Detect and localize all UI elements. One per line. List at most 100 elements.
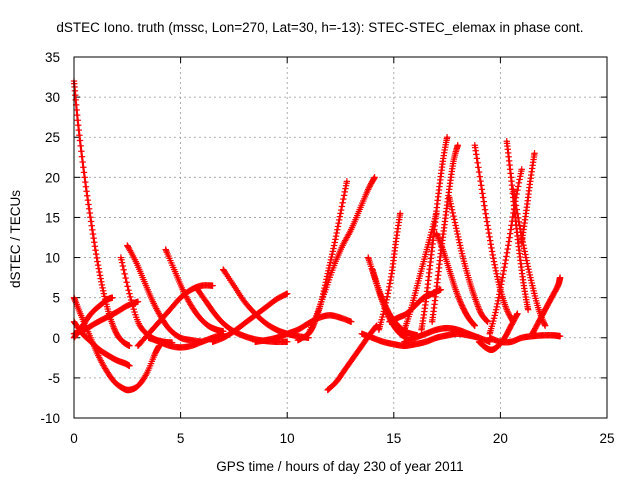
data-point xyxy=(483,214,490,221)
data-point xyxy=(80,169,88,176)
data-point xyxy=(478,182,485,189)
data-point xyxy=(366,183,373,190)
data-point xyxy=(477,177,484,185)
data-point xyxy=(76,132,83,139)
data-point xyxy=(383,296,390,303)
data-point xyxy=(450,212,457,220)
data-point xyxy=(531,150,538,157)
data-point xyxy=(99,284,106,292)
y-tick-label: 20 xyxy=(45,170,60,185)
plot-frame xyxy=(73,56,608,419)
data-point xyxy=(92,250,100,258)
data-point xyxy=(110,325,118,332)
data-point xyxy=(458,301,465,308)
data-point xyxy=(327,259,334,266)
data-point xyxy=(492,264,499,272)
data-point xyxy=(386,280,394,287)
series-markers xyxy=(446,194,491,325)
series-markers xyxy=(162,246,227,335)
series-12 xyxy=(134,282,216,349)
data-point xyxy=(384,290,392,297)
data-point xyxy=(515,179,523,187)
series-markers xyxy=(375,210,404,333)
data-point xyxy=(122,274,129,282)
data-point xyxy=(85,201,92,208)
data-point xyxy=(328,251,336,258)
data-point xyxy=(516,222,523,229)
data-point xyxy=(486,233,493,241)
y-tick-label: 0 xyxy=(52,331,60,346)
data-point xyxy=(118,256,125,263)
data-point xyxy=(457,299,464,307)
data-point xyxy=(513,206,520,213)
data-point xyxy=(85,205,93,212)
x-axis-label: GPS time / hours of day 230 of year 2011 xyxy=(216,459,463,474)
data-point xyxy=(495,294,502,301)
data-point xyxy=(98,281,106,289)
data-point xyxy=(514,210,521,217)
data-point xyxy=(499,270,507,278)
data-point xyxy=(119,262,127,270)
series-17 xyxy=(324,322,380,394)
data-point xyxy=(480,198,487,205)
data-point xyxy=(488,248,496,255)
data-point xyxy=(284,290,291,297)
data-point xyxy=(124,283,131,290)
data-point xyxy=(92,247,99,254)
data-point xyxy=(89,230,97,238)
data-point xyxy=(449,209,456,217)
data-point xyxy=(522,254,530,261)
data-point xyxy=(484,222,491,229)
data-point xyxy=(505,242,512,249)
y-tick-label: 25 xyxy=(45,130,60,145)
data-point xyxy=(494,297,502,304)
data-point xyxy=(90,234,97,242)
data-point xyxy=(89,226,96,234)
data-point xyxy=(485,229,493,237)
data-point xyxy=(509,318,517,325)
data-point xyxy=(95,265,102,272)
data-point xyxy=(481,202,488,209)
data-point xyxy=(330,242,338,249)
data-point xyxy=(501,260,509,267)
data-point xyxy=(80,164,87,171)
data-point xyxy=(94,258,101,265)
data-point xyxy=(327,256,335,264)
x-tick-label: 5 xyxy=(177,431,185,446)
data-point xyxy=(497,284,504,291)
plot-area xyxy=(70,77,564,394)
data-point xyxy=(121,270,128,278)
data-point xyxy=(365,184,373,191)
data-point xyxy=(490,315,498,322)
data-point xyxy=(501,264,508,271)
data-point xyxy=(386,283,393,291)
data-point xyxy=(448,206,456,213)
data-point xyxy=(526,271,534,279)
data-point xyxy=(511,194,518,201)
data-point xyxy=(475,164,482,171)
data-point xyxy=(556,274,564,281)
data-point xyxy=(125,287,132,294)
data-point xyxy=(329,248,337,255)
data-point xyxy=(479,194,487,201)
data-point xyxy=(507,230,514,237)
series-33 xyxy=(486,332,564,346)
axis-tick-labels: 0 5 10 15 20 25 -10 -5 0 5 10 15 20 25 30 35 xyxy=(40,50,614,446)
data-point xyxy=(129,303,137,310)
data-point xyxy=(487,241,495,248)
data-point xyxy=(522,251,529,258)
data-point xyxy=(490,258,498,265)
y-tick-label: 35 xyxy=(45,50,60,65)
series-markers xyxy=(529,274,564,337)
data-point xyxy=(524,263,532,270)
data-point xyxy=(481,206,489,213)
data-point xyxy=(504,308,511,315)
data-point xyxy=(456,239,463,246)
series-markers xyxy=(324,322,380,394)
x-tick-label: 25 xyxy=(599,431,614,446)
data-point xyxy=(382,302,389,309)
data-point xyxy=(492,309,499,316)
series-line xyxy=(126,244,203,343)
data-point xyxy=(335,219,342,227)
data-point xyxy=(486,338,493,345)
